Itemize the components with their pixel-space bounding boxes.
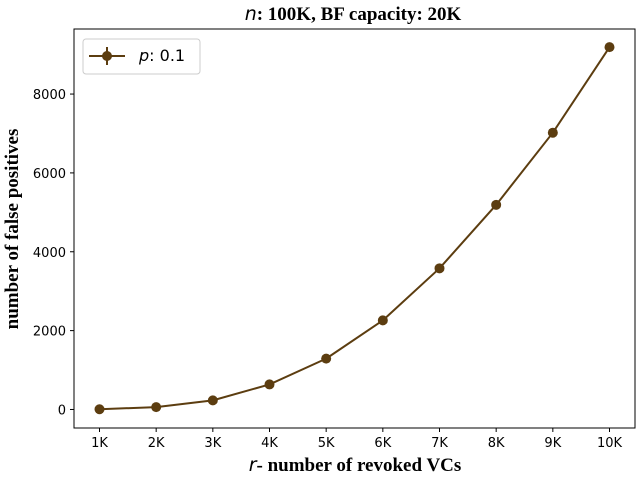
x-tick-label: 3K — [204, 436, 221, 451]
data-point — [547, 127, 558, 138]
data-point — [207, 395, 218, 406]
x-tick-label: 10K — [597, 436, 623, 451]
chart-title: n: 100K, BF capacity: 20K — [245, 3, 462, 25]
x-tick-label: 1K — [91, 436, 108, 451]
series-line — [99, 46, 611, 411]
data-point — [604, 42, 615, 53]
chart-title-rest: : 100K, BF capacity: 20K — [257, 4, 462, 25]
y-axis-label: number of false positives — [2, 129, 23, 330]
chart-title-variable: n — [245, 3, 257, 25]
legend: p: 0.1 — [82, 38, 201, 75]
data-point — [321, 353, 332, 364]
legend-box — [82, 38, 201, 75]
data-point — [264, 379, 275, 390]
x-tick-label: 6K — [374, 436, 391, 451]
x-tick-label: 2K — [148, 436, 165, 451]
data-point — [434, 263, 445, 274]
legend-entry-rest: : 0.1 — [149, 46, 185, 65]
plot-area-frame — [73, 28, 636, 429]
y-tick-label: 2000 — [33, 325, 66, 340]
x-axis-label: r- number of revoked VCs — [249, 454, 462, 476]
y-axis-ticks: 0 2000 4000 6000 8000 — [33, 88, 74, 418]
data-point — [151, 402, 162, 413]
y-tick-label: 8000 — [33, 88, 66, 103]
y-tick-label: 6000 — [33, 167, 66, 182]
x-tick-label: 5K — [318, 436, 335, 451]
x-tick-label: 9K — [544, 436, 561, 451]
data-point — [94, 404, 105, 415]
y-tick-label: 0 — [58, 403, 66, 418]
x-tick-label: 4K — [261, 436, 278, 451]
x-axis-ticks: 1K 2K 3K 4K 5K 6K 7K 8K 9K 10K — [91, 428, 623, 451]
data-point — [377, 315, 388, 326]
x-axis-label-variable: r — [249, 454, 258, 476]
legend-marker-swatch — [102, 51, 112, 61]
x-tick-label: 8K — [488, 436, 505, 451]
x-axis-label-rest: - number of revoked VCs — [257, 455, 462, 476]
legend-entry-variable: p — [138, 46, 149, 65]
legend-entry-label: p: 0.1 — [138, 46, 185, 65]
x-tick-label: 7K — [431, 436, 448, 451]
y-tick-label: 4000 — [33, 246, 66, 261]
data-point — [491, 199, 502, 210]
series-layer — [94, 42, 615, 415]
